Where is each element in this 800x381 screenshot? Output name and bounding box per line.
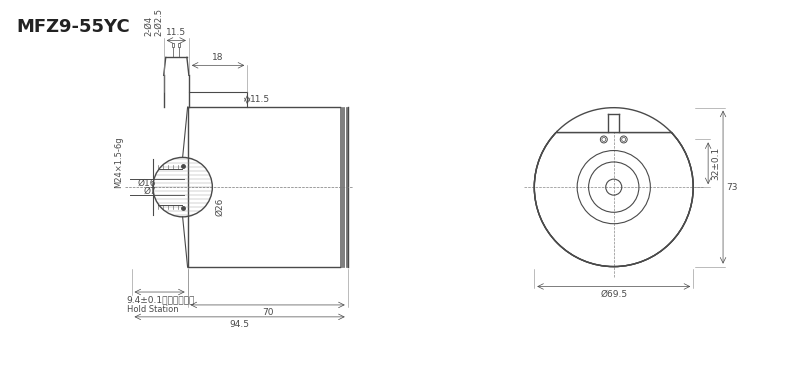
- Text: 2-Ø4: 2-Ø4: [144, 15, 153, 35]
- Text: Hold Station: Hold Station: [126, 305, 178, 314]
- Text: 11.5: 11.5: [250, 95, 270, 104]
- Text: 94.5: 94.5: [230, 320, 250, 329]
- Text: M24×1.5-6g: M24×1.5-6g: [114, 136, 124, 188]
- Text: 73: 73: [726, 182, 738, 192]
- Text: 32±0.1: 32±0.1: [711, 147, 720, 180]
- Text: 10±0.1: 10±0.1: [597, 94, 630, 104]
- Text: Ø26: Ø26: [215, 198, 224, 216]
- Text: 18: 18: [212, 53, 224, 62]
- Text: Ø7: Ø7: [143, 187, 156, 195]
- Text: Ø16: Ø16: [138, 179, 156, 188]
- Text: 70: 70: [262, 308, 274, 317]
- Text: 2-Ø2.5: 2-Ø2.5: [154, 8, 163, 35]
- Bar: [532, 47, 695, 131]
- Text: 9.4±0.1（吸合位置）: 9.4±0.1（吸合位置）: [126, 295, 195, 304]
- Text: 11.5: 11.5: [166, 27, 186, 37]
- Text: MFZ9-55YC: MFZ9-55YC: [16, 18, 130, 36]
- Bar: [178, 43, 180, 48]
- Text: Ø69.5: Ø69.5: [600, 290, 627, 298]
- Bar: [172, 43, 174, 48]
